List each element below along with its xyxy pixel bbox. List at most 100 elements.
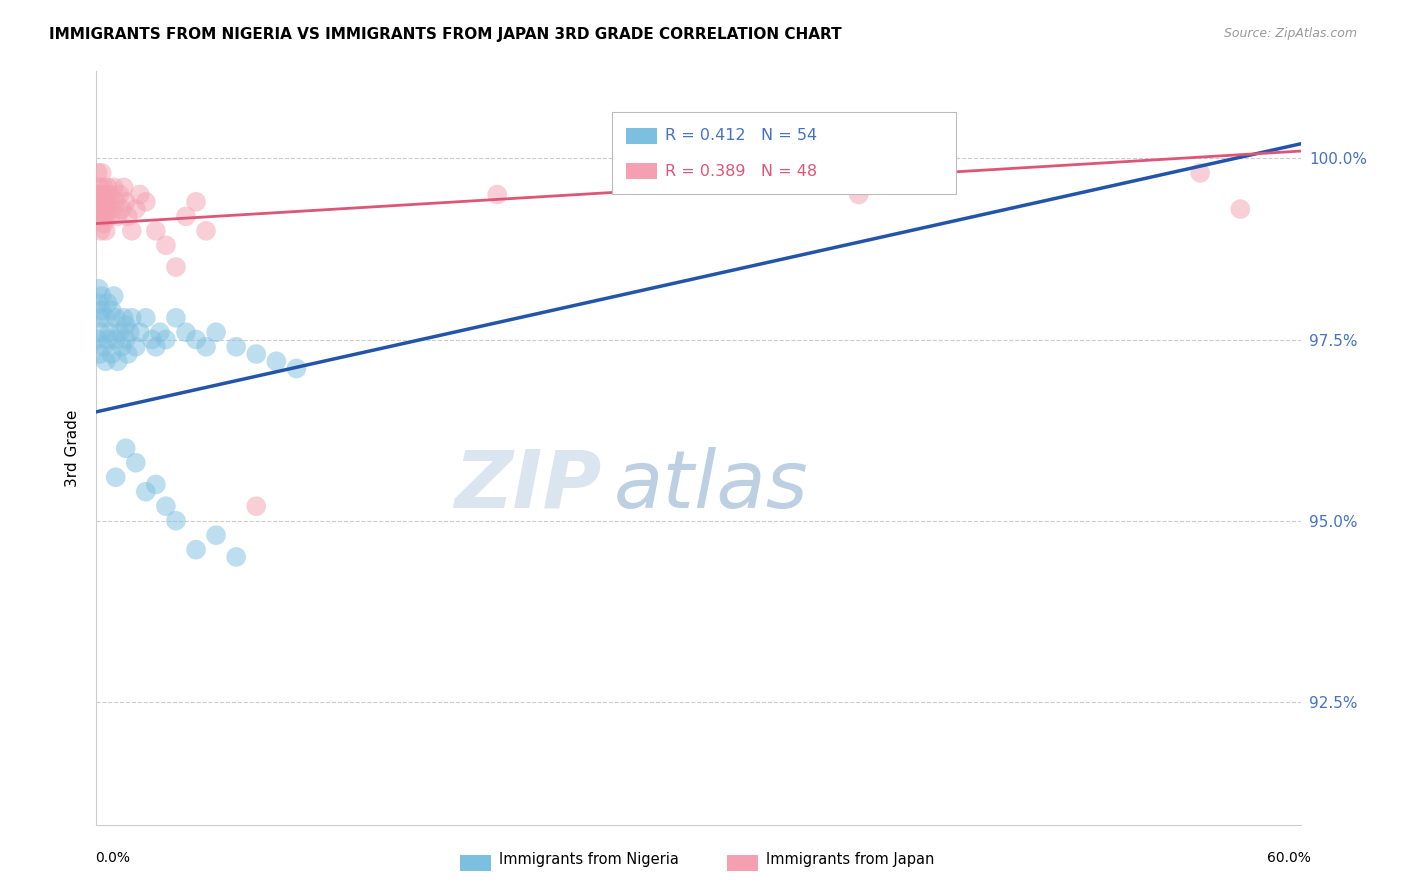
Text: atlas: atlas [614,447,808,524]
Point [94,310,117,325]
Point [135,484,157,499]
Point [114,442,136,456]
Point [128,187,150,202]
Point [195,224,218,238]
Text: Immigrants from Japan: Immigrants from Japan [766,853,935,867]
Point [121,310,143,325]
Point [103,180,125,194]
Point [114,318,136,332]
Point [89,347,111,361]
Point [93,180,115,194]
Text: 0.0%: 0.0% [96,851,131,865]
Point [145,340,167,354]
Text: ZIP: ZIP [454,447,602,524]
Point [128,326,150,340]
Point [145,224,167,238]
Point [98,326,121,340]
Point [125,202,148,216]
Point [103,289,125,303]
Point [90,326,112,340]
Point [97,180,120,194]
Point [225,340,247,354]
Text: Source: ZipAtlas.com: Source: ZipAtlas.com [1223,27,1357,40]
Point [205,326,228,340]
Point [90,166,112,180]
Point [184,194,207,209]
Point [89,180,111,194]
Point [90,224,112,238]
Point [117,347,139,361]
Point [97,333,120,347]
Point [155,238,177,252]
Y-axis label: 3rd Grade: 3rd Grade [65,409,80,487]
Point [91,210,114,224]
Point [100,202,122,216]
Point [107,210,129,224]
Point [94,224,117,238]
Point [205,528,228,542]
Point [141,333,163,347]
Point [184,333,207,347]
Point [112,180,135,194]
Point [114,333,136,347]
Point [174,210,197,224]
Point [90,202,112,216]
Point [100,347,122,361]
Point [104,333,127,347]
Point [93,340,115,354]
Point [117,210,139,224]
Point [195,340,218,354]
Point [94,354,117,368]
Point [87,187,110,202]
Point [121,224,143,238]
Point [86,166,108,180]
Point [486,187,509,202]
Point [1189,166,1212,180]
Point [111,340,134,354]
Point [111,202,134,216]
Text: IMMIGRANTS FROM NIGERIA VS IMMIGRANTS FROM JAPAN 3RD GRADE CORRELATION CHART: IMMIGRANTS FROM NIGERIA VS IMMIGRANTS FR… [49,27,842,42]
Point [93,217,115,231]
Point [125,456,148,470]
Point [86,187,108,202]
Point [87,296,110,310]
Point [104,310,127,325]
Point [98,187,121,202]
Point [97,296,120,310]
Point [686,166,709,180]
Point [118,326,141,340]
Point [86,333,108,347]
Text: 60.0%: 60.0% [1267,851,1310,865]
Point [245,500,267,514]
Point [90,303,112,318]
Point [86,202,108,216]
Text: R = 0.389   N = 48: R = 0.389 N = 48 [665,164,817,178]
Point [90,289,112,303]
Point [135,194,157,209]
Point [266,354,288,368]
Point [108,326,131,340]
Point [89,210,111,224]
Point [98,210,121,224]
Point [108,187,131,202]
Point [97,194,120,209]
Point [165,514,187,528]
Point [100,303,122,318]
Point [145,477,167,491]
Point [1229,202,1251,216]
Point [94,187,117,202]
Text: Immigrants from Nigeria: Immigrants from Nigeria [499,853,679,867]
Point [149,326,172,340]
Point [93,194,115,209]
Text: R = 0.412   N = 54: R = 0.412 N = 54 [665,128,817,143]
Point [165,310,187,325]
Point [174,326,197,340]
Point [90,194,112,209]
Point [155,333,177,347]
Point [89,310,111,325]
Point [245,347,267,361]
Point [91,187,114,202]
Point [87,282,110,296]
Point [285,361,308,376]
Point [155,500,177,514]
